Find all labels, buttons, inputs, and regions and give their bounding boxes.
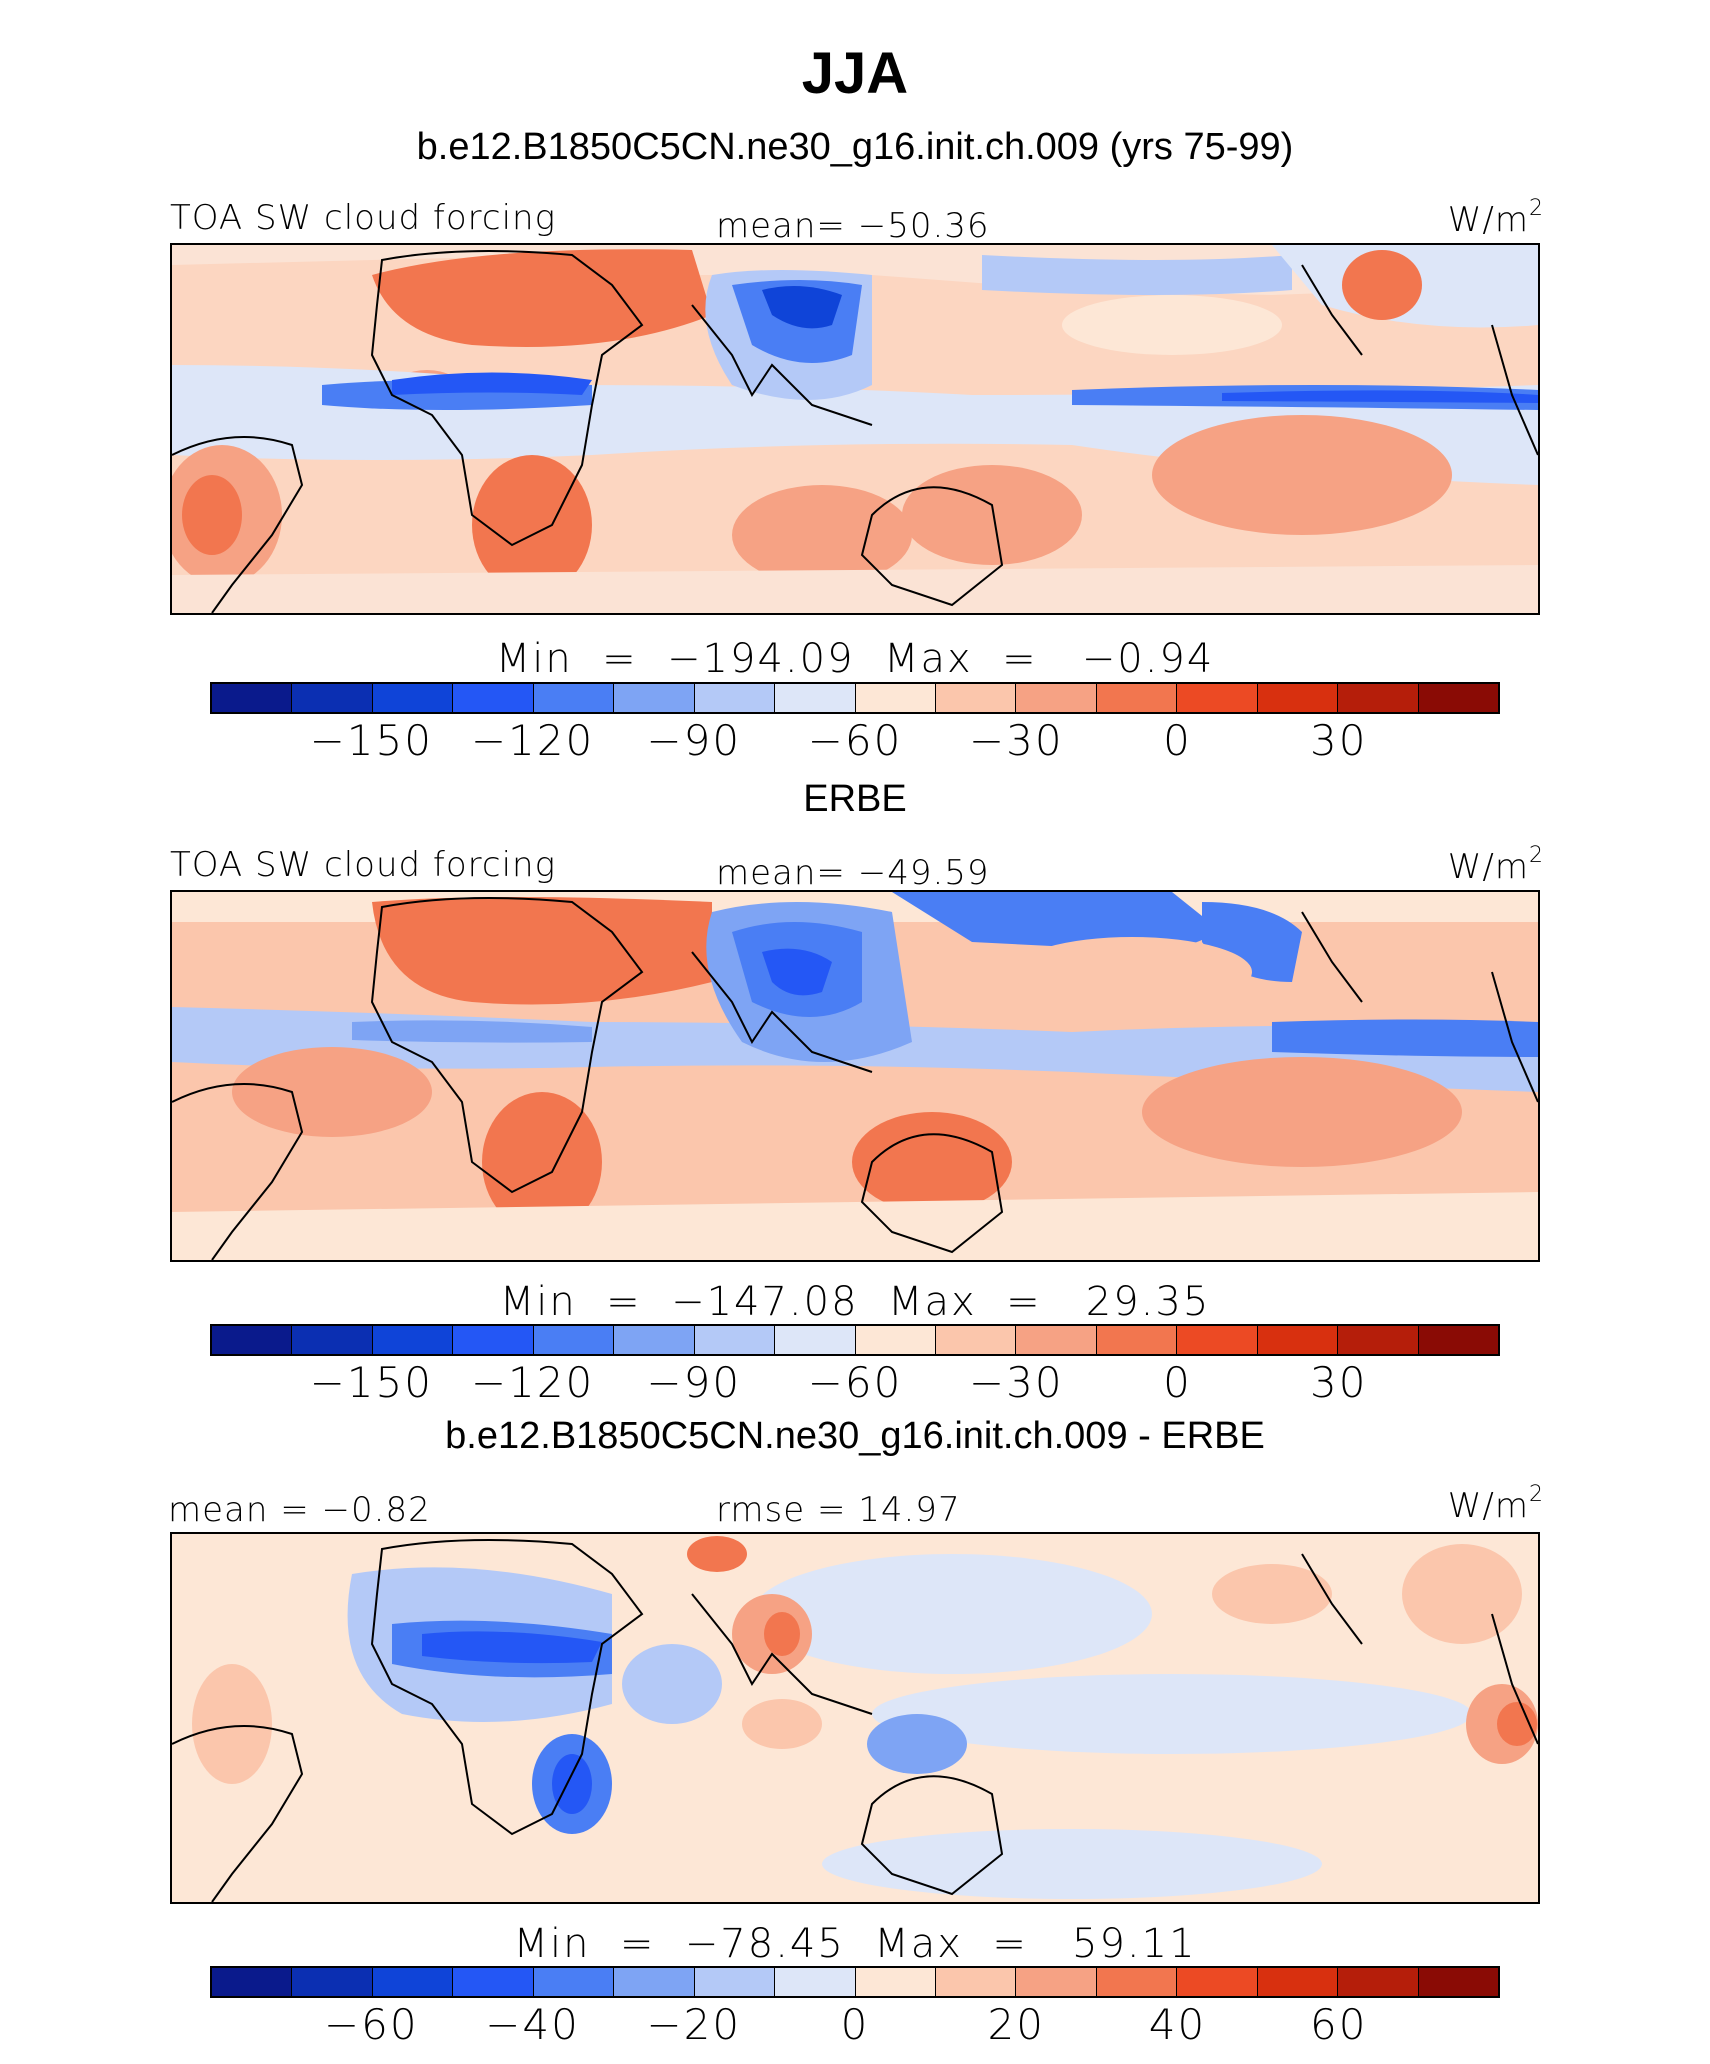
panel-1-mean-label: mean= −50.36 — [716, 206, 990, 246]
panel-2-variable-label: TOA SW cloud forcing — [170, 845, 556, 885]
colorbar-box — [1257, 1326, 1339, 1354]
colorbar-box — [212, 1326, 293, 1354]
colorbar-box — [935, 684, 1017, 712]
colorbar-box — [533, 684, 615, 712]
colorbar-box — [1418, 1326, 1498, 1354]
colorbar-box — [1177, 684, 1258, 712]
panel-2-min-max: Min = −147.08 Max = 29.35 — [499, 1279, 1211, 1325]
panel-1-case-title: b.e12.B1850C5CN.ne30_g16.init.ch.009 (yr… — [416, 126, 1294, 168]
panel-2-case-title: ERBE — [803, 778, 907, 820]
colorbar-box — [855, 684, 936, 712]
colorbar-box — [453, 684, 534, 712]
colorbar-tick-label: −150 — [309, 716, 433, 765]
figure-title: JJA — [801, 41, 909, 106]
colorbar-box — [1096, 1326, 1178, 1354]
colorbar-tick-label: −120 — [470, 1358, 595, 1407]
colorbar-box — [694, 1968, 776, 1996]
panel-3-contour-field — [172, 1534, 1538, 1902]
colorbar-box — [1016, 1326, 1097, 1354]
colorbar-box — [614, 684, 695, 712]
colorbar-tick-label: −20 — [646, 2000, 742, 2049]
colorbar-box — [292, 1968, 373, 1996]
colorbar-box — [453, 1326, 534, 1354]
colorbar-box — [292, 1326, 373, 1354]
colorbar-tick-label: −120 — [470, 716, 595, 765]
panel-2-colorbar — [210, 1324, 1500, 1356]
colorbar-box — [694, 684, 776, 712]
colorbar-box — [533, 1968, 615, 1996]
colorbar-tick-label: −60 — [323, 2000, 419, 2049]
colorbar-tick-label: 60 — [1310, 2000, 1368, 2049]
colorbar-box — [614, 1968, 695, 1996]
panel-1-min-max: Min = −194.09 Max = −0.94 — [495, 636, 1215, 682]
colorbar-box — [1418, 684, 1498, 712]
colorbar-box — [533, 1326, 615, 1354]
panel-2-colorbar-ticks: −150 −120 −90 −60 −30 0 30 — [210, 1358, 1500, 1408]
colorbar-box — [775, 1968, 856, 1996]
colorbar-box — [935, 1968, 1017, 1996]
panel-1-contour-field — [172, 245, 1538, 613]
colorbar-box — [1418, 1968, 1498, 1996]
panel-2-map — [170, 890, 1540, 1262]
colorbar-box — [1338, 684, 1419, 712]
colorbar-box — [212, 684, 293, 712]
panel-3-colorbar — [210, 1966, 1500, 1998]
colorbar-box — [212, 1968, 293, 1996]
colorbar-box — [372, 684, 454, 712]
colorbar-box — [372, 1968, 454, 1996]
panel-3-units-label: W/m2 — [1447, 1482, 1544, 1526]
colorbar-tick-label: −30 — [968, 716, 1064, 765]
colorbar-box — [775, 1326, 856, 1354]
colorbar-box — [372, 1326, 454, 1354]
panel-2-units-label: W/m2 — [1447, 843, 1544, 887]
colorbar-box — [1096, 684, 1178, 712]
colorbar-box — [1016, 1968, 1097, 1996]
colorbar-tick-label: 0 — [1163, 716, 1192, 765]
colorbar-tick-label: 40 — [1148, 2000, 1207, 2049]
colorbar-box — [1338, 1968, 1419, 1996]
panel-3-mean-label: mean = −0.82 — [168, 1490, 431, 1530]
colorbar-box — [855, 1326, 936, 1354]
colorbar-tick-label: −30 — [968, 1358, 1064, 1407]
colorbar-box — [453, 1968, 534, 1996]
colorbar-box — [775, 684, 856, 712]
colorbar-box — [855, 1968, 936, 1996]
colorbar-box — [1257, 684, 1339, 712]
colorbar-tick-label: −60 — [807, 1358, 903, 1407]
panel-3-colorbar-ticks: −60 −40 −20 0 20 40 60 — [210, 2000, 1500, 2050]
panel-3-rmse-label: rmse = 14.97 — [716, 1490, 961, 1530]
colorbar-box — [614, 1326, 695, 1354]
colorbar-tick-label: 30 — [1310, 1358, 1368, 1407]
panel-3-map — [170, 1532, 1540, 1904]
colorbar-tick-label: −90 — [646, 1358, 742, 1407]
panel-3-min-max: Min = −78.45 Max = 59.11 — [513, 1921, 1197, 1967]
colorbar-tick-label: 30 — [1310, 716, 1368, 765]
colorbar-tick-label: 0 — [840, 2000, 870, 2049]
panel-1-variable-label: TOA SW cloud forcing — [170, 198, 556, 238]
panel-1-map — [170, 243, 1540, 615]
panel-1-units-label: W/m2 — [1447, 196, 1544, 240]
panel-1-colorbar — [210, 682, 1500, 714]
colorbar-box — [1257, 1968, 1339, 1996]
colorbar-box — [935, 1326, 1017, 1354]
colorbar-box — [1096, 1968, 1178, 1996]
panel-1-colorbar-ticks: −150 −120 −90 −60 −30 0 30 — [210, 716, 1500, 766]
panel-2-contour-field — [172, 892, 1538, 1260]
colorbar-tick-label: −60 — [807, 716, 903, 765]
colorbar-box — [1177, 1968, 1258, 1996]
panel-2-mean-label: mean= −49.59 — [716, 853, 990, 893]
colorbar-box — [694, 1326, 776, 1354]
colorbar-tick-label: 0 — [1163, 1358, 1192, 1407]
colorbar-box — [1177, 1326, 1258, 1354]
colorbar-box — [292, 684, 373, 712]
colorbar-tick-label: 20 — [987, 2000, 1045, 2049]
colorbar-tick-label: −150 — [309, 1358, 433, 1407]
colorbar-box — [1338, 1326, 1419, 1354]
colorbar-tick-label: −90 — [646, 716, 742, 765]
colorbar-box — [1016, 684, 1097, 712]
panel-3-case-title: b.e12.B1850C5CN.ne30_g16.init.ch.009 - E… — [445, 1415, 1265, 1457]
colorbar-tick-label: −40 — [485, 2000, 580, 2049]
